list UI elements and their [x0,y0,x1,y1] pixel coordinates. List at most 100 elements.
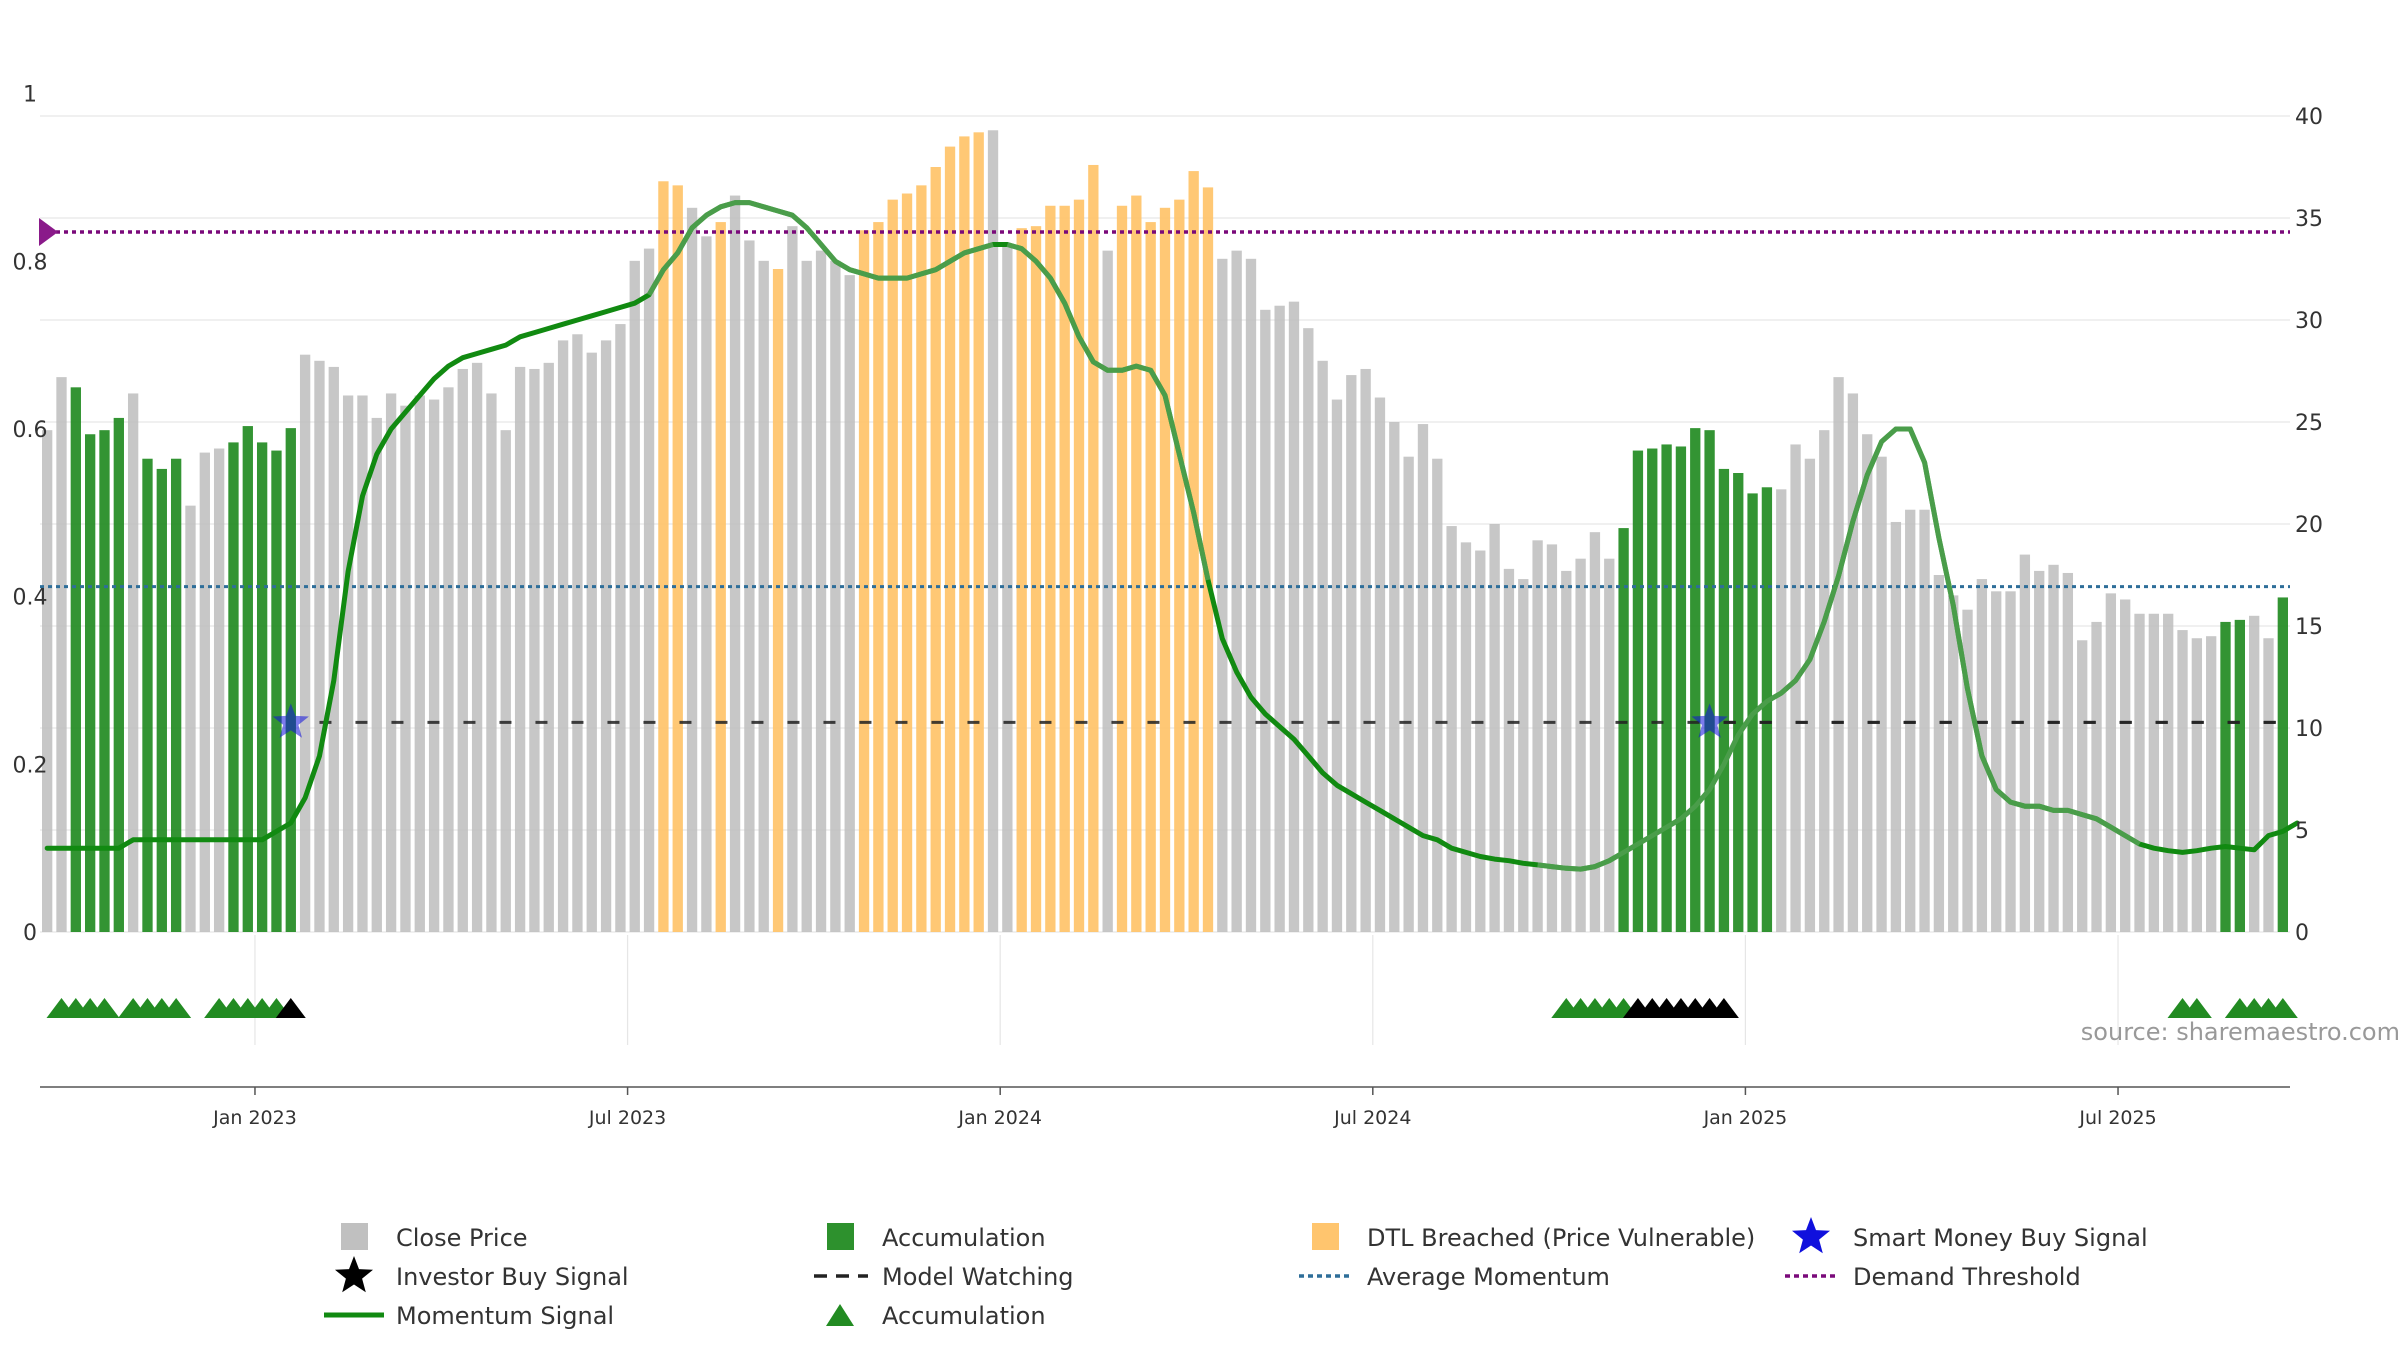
dtl-bar [1045,205,1056,932]
close-price-bar [2048,564,2059,932]
close-price-bar [600,340,612,932]
close-price-bar [2177,630,2188,932]
close-price-bar [1374,397,1386,932]
accumulation-bar [1733,473,1744,932]
close-price-bar [1475,550,1486,932]
dtl-bar [873,222,884,932]
legend-square-icon [1312,1223,1339,1250]
close-price-bar [2091,621,2102,932]
close-price-bar [744,240,755,932]
accumulation-bar [228,442,239,932]
accumulation-bar [271,450,282,932]
investor-signal-triangle [275,998,306,1018]
accumulation-bar [1761,487,1773,932]
x-tick-label: Jul 2023 [588,1107,666,1129]
close-price-bar [1102,250,1113,932]
momentum-signal-dim-segment [646,200,994,297]
close-price-bar [486,393,497,932]
buy-signal-stars [272,703,1728,738]
dtl-bar [672,185,683,933]
dtl-bar [930,167,941,932]
close-price-bar [2019,554,2031,932]
close-price-bar [2134,613,2145,932]
close-price-bar [1776,489,1787,932]
close-price-bar [1346,375,1357,933]
close-price-bar [615,324,626,933]
close-price-bar [844,275,855,932]
close-price-bar [42,430,53,932]
dtl-bar [715,222,726,932]
close-price-bar [2148,613,2160,932]
close-price-bar [758,260,769,933]
investor-signal-triangle [1708,998,1739,1018]
close-price-bar [1231,250,1242,932]
close-price-bar [1260,309,1271,932]
dtl-bar [916,185,927,933]
close-price-bar [1804,458,1816,932]
legend-triangle-icon [826,1304,854,1326]
close-price-bar [457,368,468,933]
accumulation-bar [99,430,110,932]
accumulation-bar [1718,468,1730,932]
close-price-bar [213,448,225,932]
accumulation-bar [2277,597,2288,932]
legend-label: Momentum Signal [396,1302,614,1330]
close-price-bar [1833,377,1844,932]
legend-label: Smart Money Buy Signal [1853,1224,2148,1252]
accumulation-signal-triangle [2267,998,2298,1018]
dtl-bar [1030,226,1042,932]
accumulation-bar [2234,619,2245,932]
accumulation-bar [70,387,81,932]
close-price-bar [1217,258,1228,932]
close-price-bar [830,260,841,933]
close-price-bar [1948,595,1959,932]
close-price-bar [414,395,425,933]
accumulation-bar [1675,446,1687,932]
x-tick-label: Jan 2025 [1703,1107,1788,1129]
y-right-tick-label: 25 [2295,411,2323,436]
close-price-bar [1360,368,1371,933]
close-price-bar [686,207,698,933]
close-price-bar [185,505,196,932]
close-price-bar [1389,422,1400,932]
legend-square-icon [827,1223,854,1250]
accumulation-bar [142,458,153,932]
close-price-bar [701,236,712,933]
accumulation-bar [285,428,296,932]
close-price-bar [801,260,812,933]
legend-square-icon [341,1223,368,1250]
close-price-bar [529,368,540,933]
close-price-bar [557,340,569,932]
close-price-bar [1446,526,1457,932]
close-price-bar [1862,434,1873,932]
dtl-bar [973,132,984,932]
close-price-bar [1432,458,1443,932]
close-price-bar [1317,360,1328,932]
close-price-bar [400,405,411,932]
dtl-bar [772,269,784,932]
close-price-bar [543,362,554,933]
close-price-bar [987,130,999,932]
accumulation-signal-triangle [89,998,120,1018]
legend-label: Average Momentum [1367,1263,1610,1291]
close-price-bar [428,399,440,932]
close-price-bar [1503,568,1515,932]
x-tick-label: Jul 2025 [2078,1107,2156,1129]
close-price-bar [1919,509,1930,932]
legend-label: Accumulation [882,1302,1046,1330]
close-price-bar [2005,591,2016,932]
close-price-bar [357,395,368,933]
dtl-bar [1202,187,1214,932]
close-price-bar [471,362,483,933]
y-left-tick-label: 0.4 [13,586,48,611]
legend-label: Close Price [396,1224,528,1252]
close-price-bar [643,248,655,933]
close-price-bar [1460,542,1472,932]
smart-money-star [1691,703,1728,738]
accumulation-bar [1661,444,1672,932]
close-price-bar [1604,558,1615,932]
dtl-bar [658,181,669,932]
close-price-bar [1518,579,1529,932]
close-price-bar [629,260,640,933]
close-price-bar [342,395,354,933]
